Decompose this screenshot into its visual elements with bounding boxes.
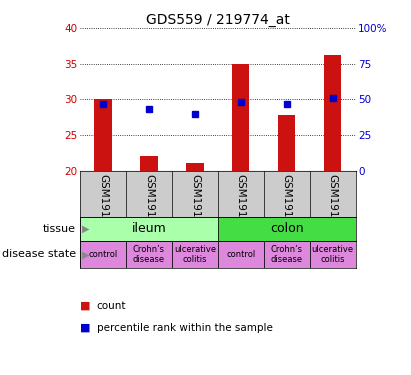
Bar: [278, 115, 296, 171]
Text: ulcerative
colitis: ulcerative colitis: [312, 244, 353, 264]
Text: GSM19139: GSM19139: [282, 174, 292, 231]
Text: ileum: ileum: [132, 222, 166, 236]
Bar: [264, 240, 309, 268]
Text: Crohn’s
disease: Crohn’s disease: [133, 244, 165, 264]
Text: GSM19140: GSM19140: [190, 174, 200, 231]
Bar: [309, 240, 356, 268]
Bar: [172, 240, 218, 268]
Text: percentile rank within the sample: percentile rank within the sample: [97, 323, 272, 333]
Text: ■: ■: [80, 301, 91, 310]
Title: GDS559 / 219774_at: GDS559 / 219774_at: [146, 13, 290, 27]
Bar: [126, 240, 172, 268]
Bar: [218, 240, 264, 268]
Text: GSM19135: GSM19135: [98, 174, 108, 231]
Bar: [324, 55, 341, 171]
Text: Crohn’s
disease: Crohn’s disease: [270, 244, 303, 264]
Text: GSM19137: GSM19137: [236, 174, 246, 231]
Text: ▶: ▶: [82, 249, 90, 259]
Text: GSM19141: GSM19141: [328, 174, 337, 231]
Text: count: count: [97, 301, 126, 310]
Text: GSM19138: GSM19138: [144, 174, 154, 231]
Text: control: control: [88, 250, 118, 259]
Text: colon: colon: [270, 222, 303, 236]
Bar: [218, 217, 356, 240]
Text: ▶: ▶: [82, 224, 90, 234]
Bar: [80, 240, 126, 268]
Bar: [95, 99, 112, 171]
Text: control: control: [226, 250, 255, 259]
Text: tissue: tissue: [43, 224, 76, 234]
Text: ■: ■: [80, 323, 91, 333]
Text: disease state: disease state: [2, 249, 76, 259]
Bar: [140, 156, 158, 171]
Text: ulcerative
colitis: ulcerative colitis: [174, 244, 216, 264]
Bar: [80, 217, 218, 240]
Bar: [186, 164, 203, 171]
Bar: [232, 64, 249, 171]
